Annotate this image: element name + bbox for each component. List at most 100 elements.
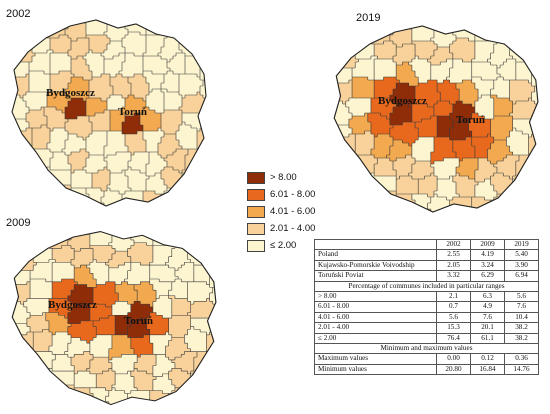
commune-area	[50, 128, 54, 132]
commune-area	[128, 125, 132, 129]
commune-area	[113, 161, 117, 165]
commune-area	[35, 101, 39, 105]
commune-area	[408, 29, 413, 33]
commune-area	[116, 104, 120, 108]
commune-area	[98, 38, 102, 42]
commune-area	[47, 86, 51, 90]
commune-area	[107, 134, 111, 138]
commune-area	[86, 80, 90, 84]
commune-area	[203, 131, 206, 135]
commune-area	[29, 80, 33, 84]
commune-area	[44, 119, 48, 123]
commune-area	[32, 23, 36, 27]
commune-area	[65, 20, 69, 24]
commune-area	[74, 158, 78, 162]
commune-area	[17, 56, 21, 60]
commune-area	[92, 59, 96, 63]
commune-area	[50, 137, 54, 141]
commune-area	[80, 71, 84, 75]
commune-area	[71, 203, 75, 206]
commune-area	[173, 41, 177, 45]
commune-area	[44, 158, 48, 162]
commune-area	[32, 152, 36, 156]
commune-area	[23, 44, 27, 48]
commune-area	[173, 20, 177, 24]
commune-area	[41, 44, 45, 48]
commune-area	[188, 209, 191, 212]
commune-area	[26, 164, 30, 168]
commune-area	[122, 164, 126, 168]
commune-area	[8, 59, 11, 62]
commune-area	[176, 68, 180, 72]
commune-area	[68, 209, 71, 212]
commune-area	[110, 107, 114, 111]
commune-area	[41, 128, 45, 132]
commune-area	[62, 92, 66, 96]
commune-area	[164, 128, 168, 132]
commune-area	[405, 29, 410, 33]
commune-area	[143, 47, 147, 51]
commune-area	[107, 146, 111, 150]
commune-area	[203, 155, 206, 159]
commune-area	[59, 146, 63, 150]
commune-area	[176, 176, 180, 180]
commune-area	[200, 149, 204, 153]
commune-area	[56, 209, 59, 212]
commune-area	[164, 77, 168, 81]
commune-area	[194, 200, 198, 204]
commune-area	[20, 170, 24, 174]
commune-area	[95, 137, 99, 141]
commune-area	[128, 137, 132, 141]
commune-area	[185, 191, 189, 195]
commune-area	[164, 122, 168, 126]
commune-area	[56, 56, 60, 60]
commune-area	[119, 20, 123, 24]
commune-area	[170, 98, 174, 102]
commune-area	[188, 101, 192, 105]
commune-area	[95, 23, 99, 27]
commune-area	[14, 104, 18, 108]
commune-area	[146, 20, 150, 21]
commune-area	[8, 44, 11, 47]
commune-area	[47, 32, 51, 36]
commune-area	[185, 212, 188, 214]
commune-area	[71, 182, 75, 186]
commune-area	[149, 119, 153, 123]
commune-area	[80, 74, 84, 78]
commune-area	[56, 62, 60, 66]
commune-area	[74, 194, 78, 198]
commune-area	[119, 137, 123, 141]
commune-area	[179, 65, 183, 69]
commune-area	[56, 71, 60, 75]
commune-area	[194, 32, 198, 36]
commune-area	[513, 20, 517, 23]
commune-area	[167, 29, 171, 33]
commune-area	[98, 44, 102, 48]
commune-area	[137, 212, 140, 214]
commune-area	[131, 200, 135, 204]
commune-area	[185, 182, 189, 186]
commune-area	[113, 173, 117, 177]
commune-area	[8, 17, 11, 20]
commune-area	[17, 212, 20, 214]
commune-area	[368, 20, 372, 23]
commune-area	[170, 86, 174, 90]
commune-area	[116, 65, 120, 69]
commune-area	[170, 176, 174, 180]
commune-area	[98, 41, 102, 45]
commune-area	[164, 161, 168, 165]
commune-area	[143, 155, 147, 159]
commune-area	[50, 200, 54, 204]
commune-area	[95, 89, 99, 93]
commune-area	[119, 140, 123, 144]
commune-area	[206, 47, 208, 50]
commune-area	[116, 110, 120, 114]
commune-area	[137, 29, 141, 33]
commune-area	[47, 95, 51, 99]
commune-area	[158, 200, 162, 204]
commune-area	[107, 200, 111, 204]
commune-area	[161, 20, 165, 24]
commune-area	[116, 140, 120, 144]
commune-area	[80, 29, 84, 33]
commune-area	[137, 68, 141, 72]
